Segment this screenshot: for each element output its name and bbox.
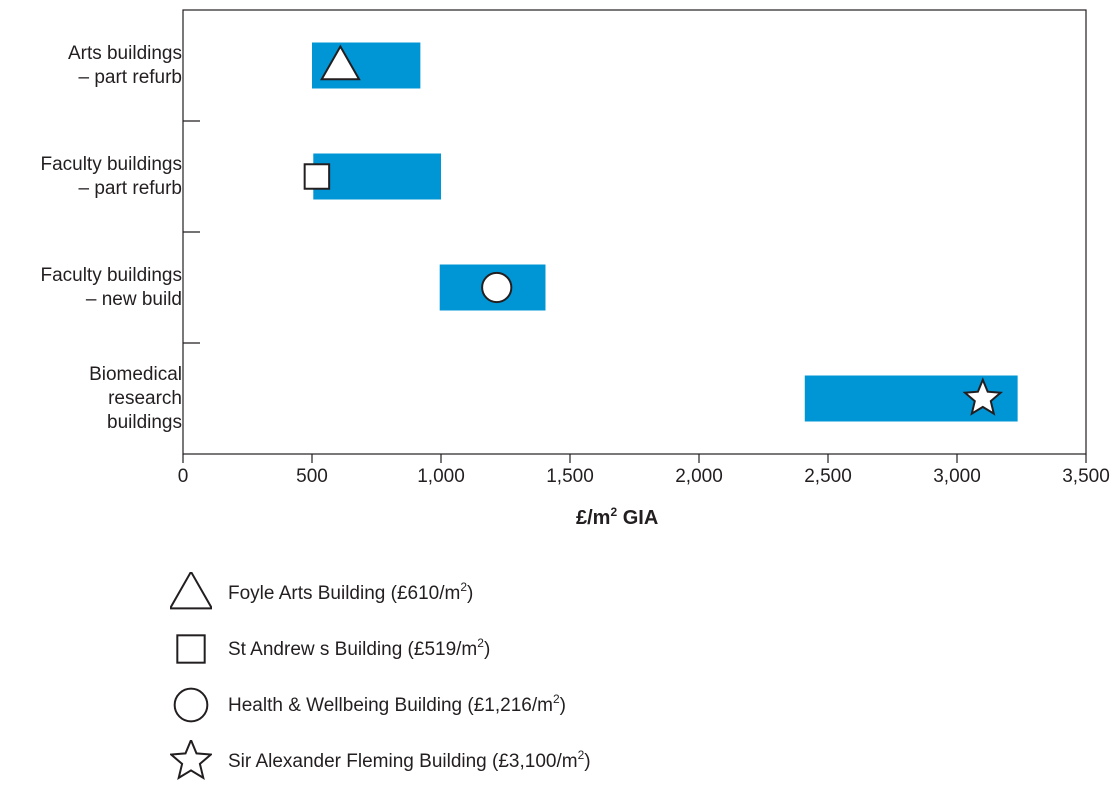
legend-circle-symbol — [173, 687, 209, 723]
category-label-line: – new build — [85, 288, 182, 310]
x-tick-label: 2,500 — [804, 466, 852, 487]
category-label-line: Biomedical — [89, 363, 182, 385]
range-bar — [313, 153, 441, 200]
range-bars — [312, 42, 1018, 422]
range-chart: 0 500 1,000 1,500 2,000 2,500 3,000 3,500 — [178, 9, 1110, 487]
x-axis-ticks: 0 500 1,000 1,500 2,000 2,500 3,000 3,500 — [178, 454, 1110, 487]
category-label-line: research — [108, 387, 182, 409]
range-bar — [312, 42, 421, 89]
category-label-line: Faculty buildings — [40, 264, 182, 286]
x-tick-label: 3,500 — [1062, 466, 1110, 487]
plot-frame — [182, 9, 1087, 455]
x-tick-label: 1,000 — [417, 466, 465, 487]
legend-label: Health & Wellbeing Building (£1,216/m2) — [228, 692, 566, 716]
category-label-line: Faculty buildings — [40, 153, 182, 175]
x-tick-label: 1,500 — [546, 466, 594, 487]
triangle-icon — [170, 572, 212, 610]
category-label-line: – part refurb — [78, 177, 183, 199]
legend-label: Sir Alexander Fleming Building (£3,100/m… — [228, 748, 591, 772]
category-label: Biomedical research buildings — [89, 363, 182, 435]
legend-triangle-symbol — [170, 572, 212, 610]
square-marker — [303, 163, 331, 190]
category-label-line: Arts buildings — [67, 42, 182, 64]
legend-square-symbol — [176, 634, 206, 664]
x-tick-label: 500 — [296, 466, 328, 487]
square-icon — [176, 634, 206, 664]
x-tick-label: 0 — [178, 466, 189, 487]
x-tick-label: 3,000 — [933, 466, 981, 487]
category-label-line: – part refurb — [78, 66, 183, 88]
x-axis-title-sup: 2 — [610, 505, 618, 519]
legend-label: St Andrew s Building (£519/m2) — [228, 636, 491, 660]
triangle-marker — [319, 44, 361, 81]
category-label: Faculty buildings – part refurb — [40, 153, 182, 201]
x-axis-title-main: £/m — [576, 507, 611, 529]
category-label-line: buildings — [107, 411, 182, 433]
legend-label: Foyle Arts Building (£610/m2) — [228, 580, 474, 604]
star-marker — [962, 377, 1004, 416]
legend-star-symbol — [170, 740, 212, 781]
x-tick-label: 2,000 — [675, 466, 723, 487]
star-icon — [170, 740, 212, 781]
circle-icon — [173, 687, 209, 723]
category-label: Faculty buildings – new build — [40, 264, 182, 312]
x-axis-title-tail: GIA — [617, 507, 659, 529]
category-label: Arts buildings – part refurb — [68, 42, 182, 90]
circle-marker — [481, 271, 513, 304]
building-markers — [303, 44, 1004, 416]
